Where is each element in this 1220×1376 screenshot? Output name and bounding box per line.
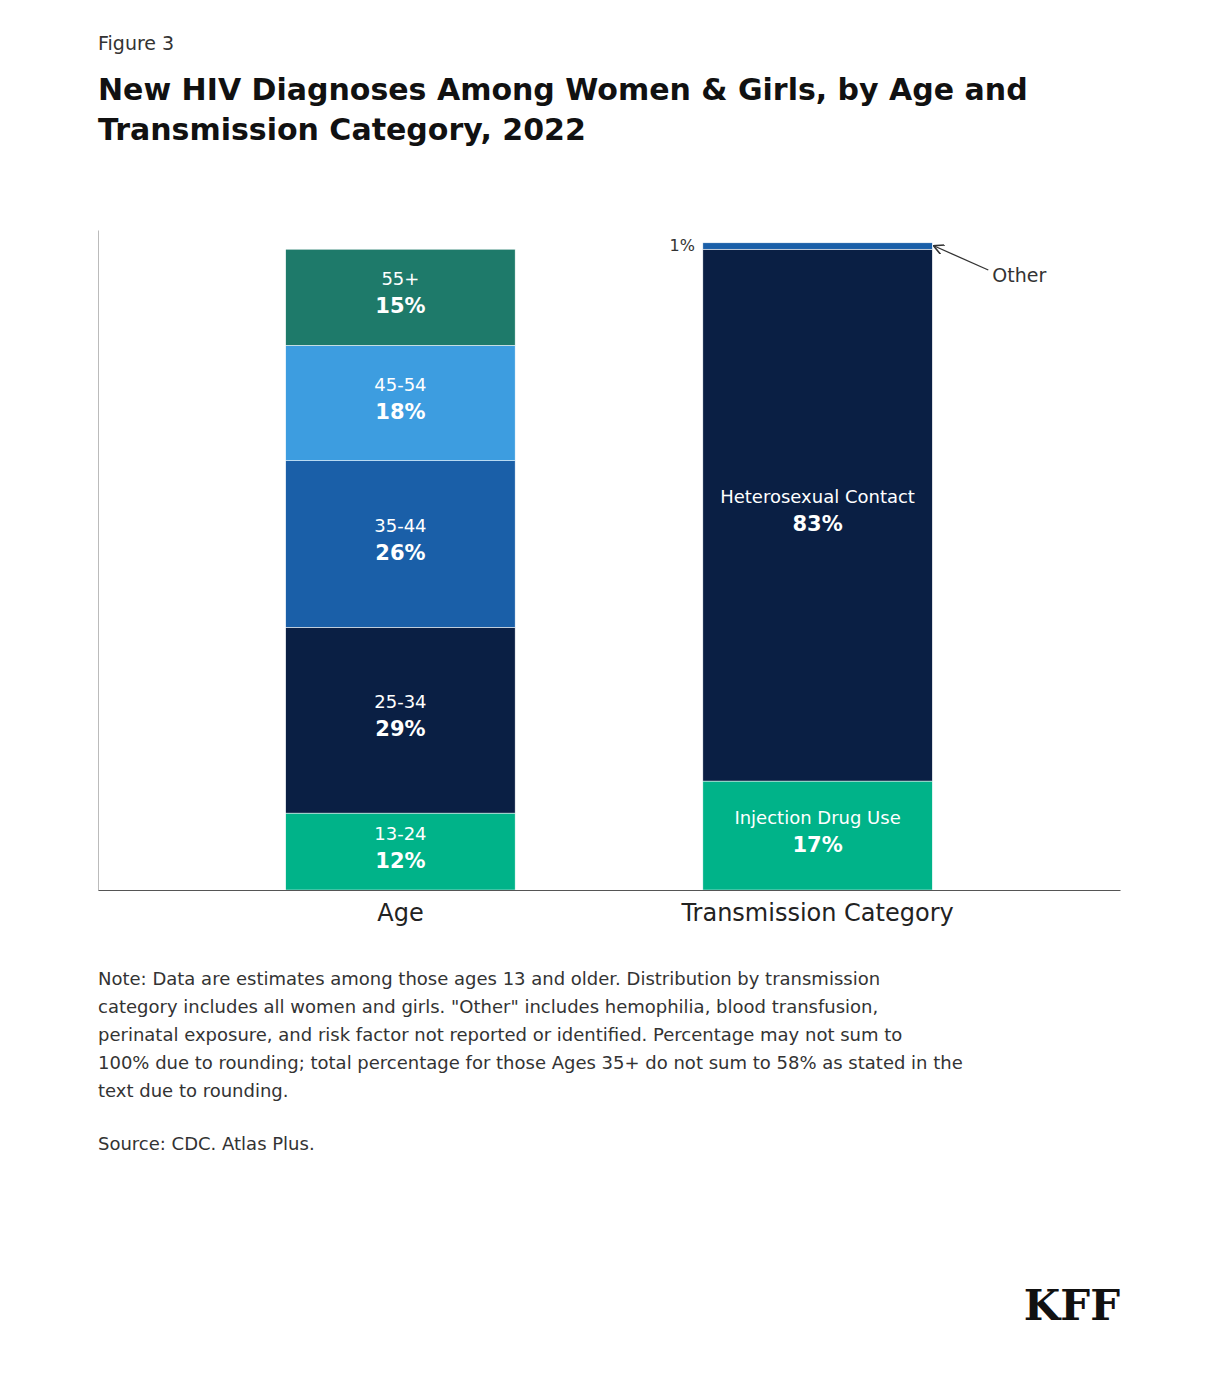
source: Source: CDC. Atlas Plus. xyxy=(98,1133,315,1154)
segment-name: 25-34 xyxy=(374,691,426,712)
data-label: 1% xyxy=(669,236,694,255)
bar-segment xyxy=(703,243,932,249)
bar-segment xyxy=(286,627,515,813)
segment-name: 45-54 xyxy=(374,374,426,395)
data-label: 15% xyxy=(375,294,425,318)
data-label: 29% xyxy=(375,717,425,741)
figure-label: Figure 3 xyxy=(98,32,174,54)
bar-segment xyxy=(286,345,515,460)
segment-name: 55+ xyxy=(381,268,419,289)
bar-segment xyxy=(286,249,515,345)
segment-name: 35-44 xyxy=(374,515,426,536)
x-tick-label: Transmission Category xyxy=(680,899,953,927)
bar-segment xyxy=(286,813,515,890)
annotation-arrow xyxy=(934,246,988,270)
data-label: 12% xyxy=(375,849,425,873)
y-axis xyxy=(98,231,99,891)
x-tick: Transmission Category xyxy=(680,890,953,927)
note: Note: Data are estimates among those age… xyxy=(98,968,963,1101)
title: New HIV Diagnoses Among Women & Girls, b… xyxy=(98,72,1028,147)
data-label: 18% xyxy=(375,400,425,424)
x-tick-label: Age xyxy=(377,899,423,927)
y-axis-line xyxy=(98,231,99,891)
bar-segment xyxy=(286,461,515,628)
data-label: 83% xyxy=(792,512,842,536)
annotation: Other xyxy=(992,264,1046,286)
data-labels: 13-24 12% 25-34 29% 35-44 26% 45-54 18% 55+ 15% In… xyxy=(374,236,1046,873)
x-tick: Age xyxy=(377,890,423,927)
x-axis-line xyxy=(99,890,1121,891)
segment-name: 13-24 xyxy=(374,823,426,844)
segment-name: Injection Drug Use xyxy=(734,807,900,828)
bar-segment xyxy=(703,249,932,781)
x-axis: Age Transmission Category xyxy=(99,890,1121,927)
bars xyxy=(286,243,933,890)
data-label: 26% xyxy=(375,541,425,565)
segment-name: Heterosexual Contact xyxy=(720,486,915,507)
data-label: 17% xyxy=(792,833,842,857)
logo: KFF xyxy=(1024,1281,1120,1330)
bar-segment xyxy=(703,781,932,890)
chart: Figure 3 New HIV Diagnoses Among Women & … xyxy=(0,0,1220,1376)
